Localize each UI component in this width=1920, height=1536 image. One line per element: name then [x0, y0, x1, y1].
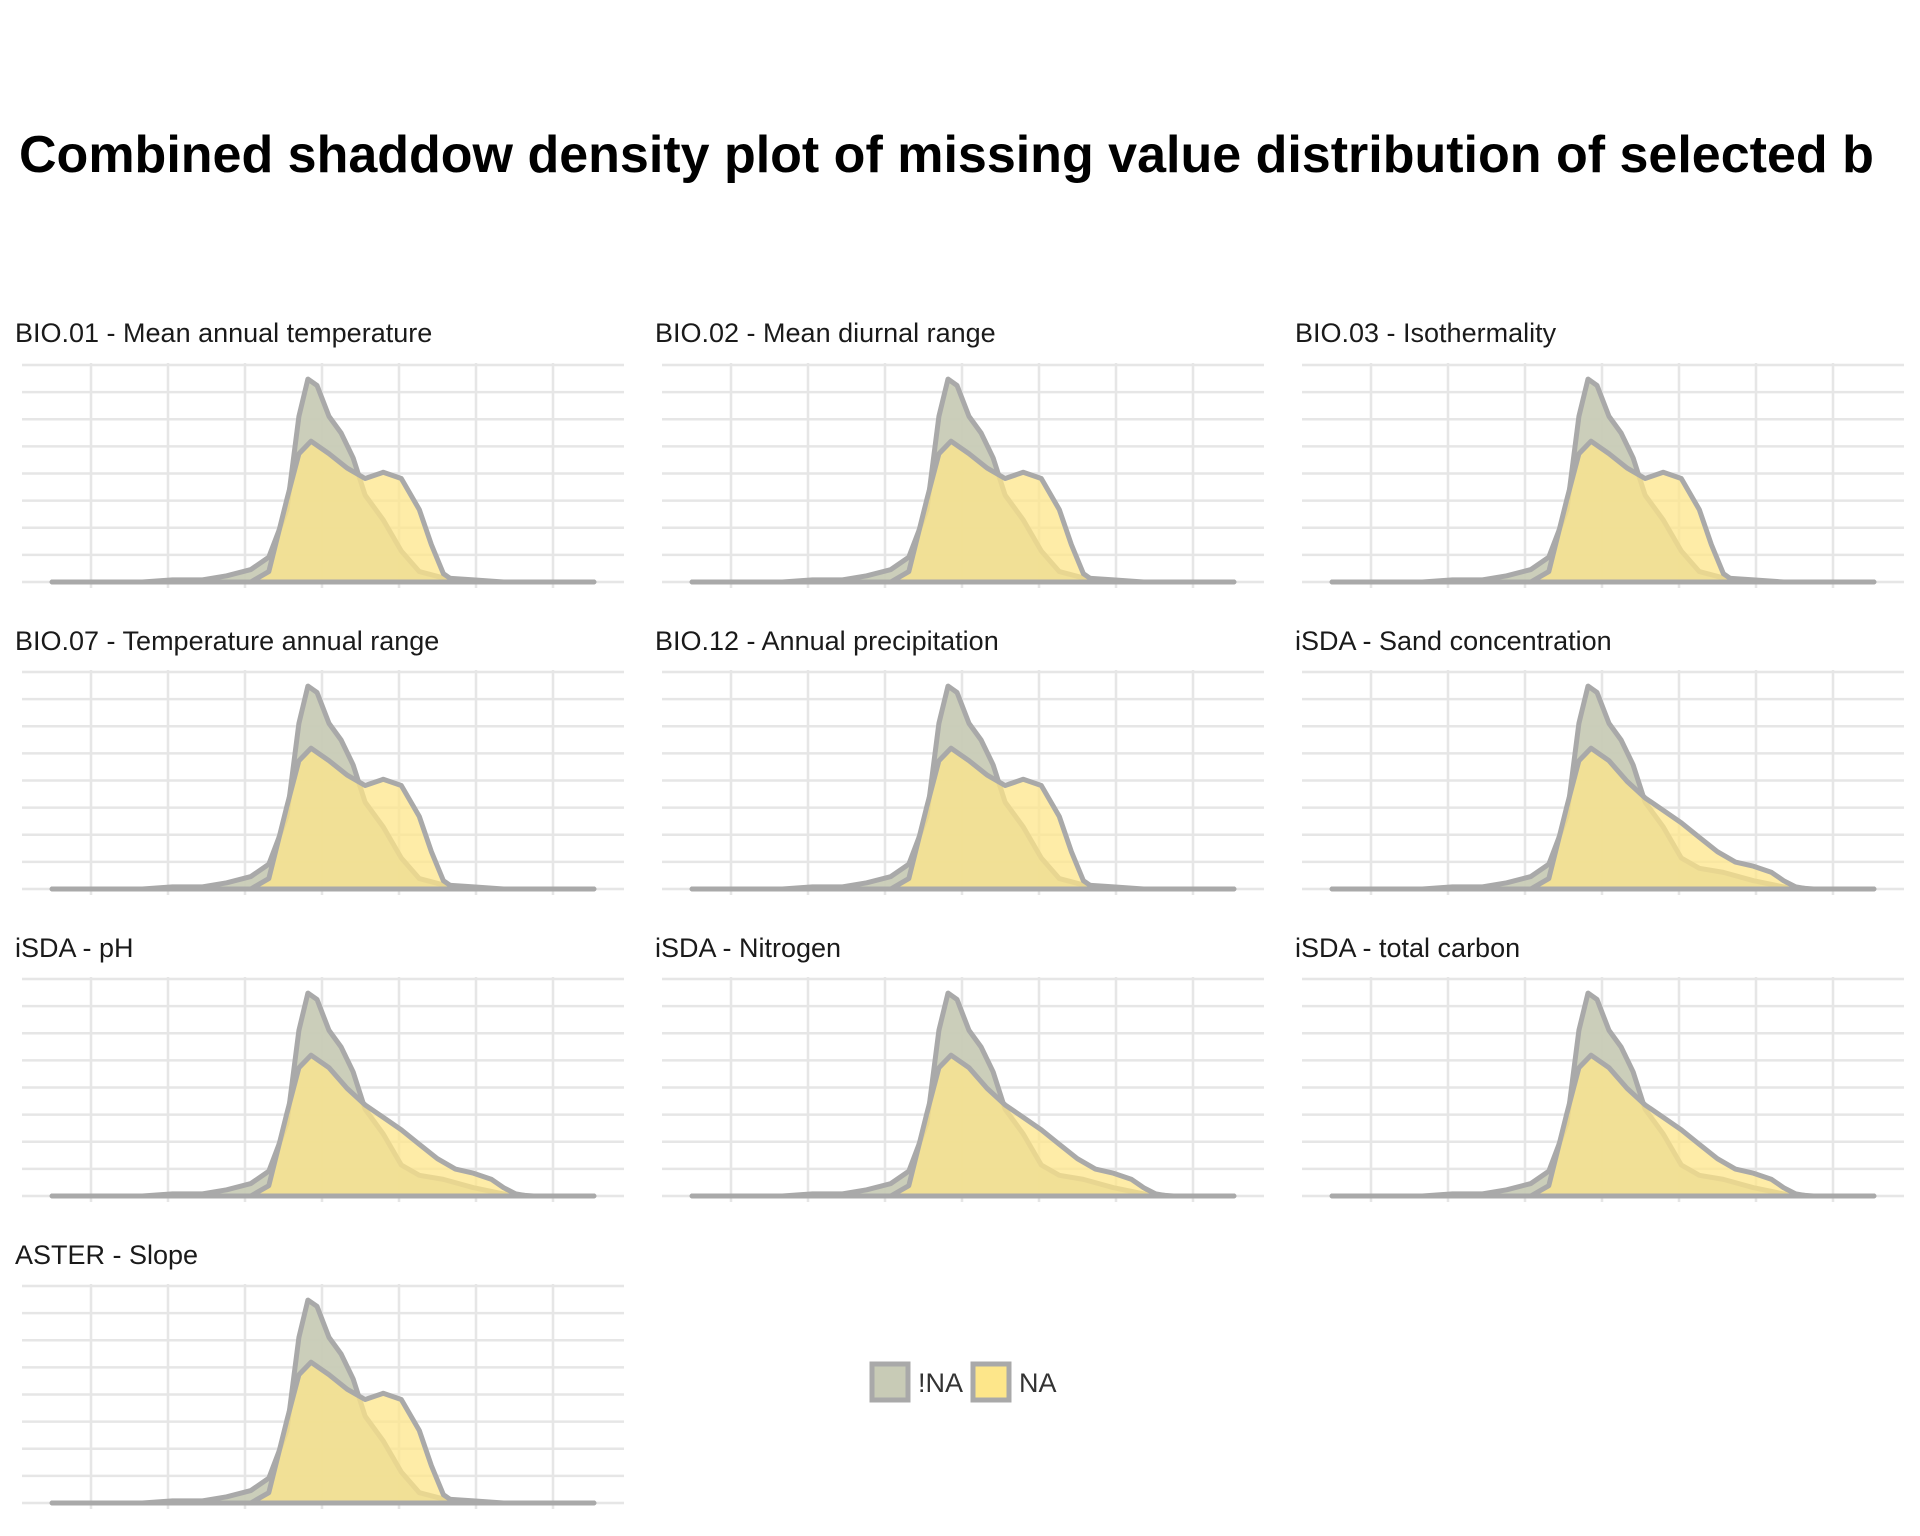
panel-label: BIO.07 - Temperature annual range [15, 626, 440, 656]
panels-layer [22, 363, 1904, 1509]
density-na [689, 438, 1237, 585]
panel [1302, 670, 1904, 895]
density-na [689, 1052, 1237, 1199]
panel-label: BIO.03 - Isothermality [1295, 318, 1557, 348]
legend-label-na: NA [1019, 1368, 1057, 1398]
panel-label: BIO.12 - Annual precipitation [655, 626, 999, 656]
panel-label: iSDA - Sand concentration [1295, 626, 1612, 656]
panel [1302, 363, 1904, 588]
panel [662, 670, 1264, 895]
panel-label: iSDA - total carbon [1295, 933, 1521, 963]
density-na [49, 1052, 597, 1199]
panel [1302, 977, 1904, 1202]
density-na [689, 745, 1237, 892]
legend-key-notna [869, 1361, 911, 1403]
panel-label: BIO.01 - Mean annual temperature [15, 318, 433, 348]
legend-key-na [970, 1361, 1012, 1403]
density-na [49, 745, 597, 892]
legend-label-notna: !NA [918, 1368, 963, 1398]
density-na [49, 1359, 597, 1506]
chart-title: Combined shaddow density plot of missing… [19, 126, 1874, 184]
panel [22, 363, 624, 588]
panel [22, 670, 624, 895]
panel-label: iSDA - Nitrogen [655, 933, 842, 963]
panel [662, 977, 1264, 1202]
density-na [1329, 1052, 1877, 1199]
panel-label: BIO.02 - Mean diurnal range [655, 318, 996, 348]
panel-label: iSDA - pH [15, 933, 134, 963]
panel [22, 977, 624, 1202]
density-na [49, 438, 597, 585]
density-na [1329, 438, 1877, 585]
density-na [1329, 745, 1877, 892]
panel [662, 363, 1264, 588]
panel-label: ASTER - Slope [15, 1240, 199, 1270]
legend: !NA NA [869, 1361, 1057, 1403]
panel [22, 1284, 624, 1509]
